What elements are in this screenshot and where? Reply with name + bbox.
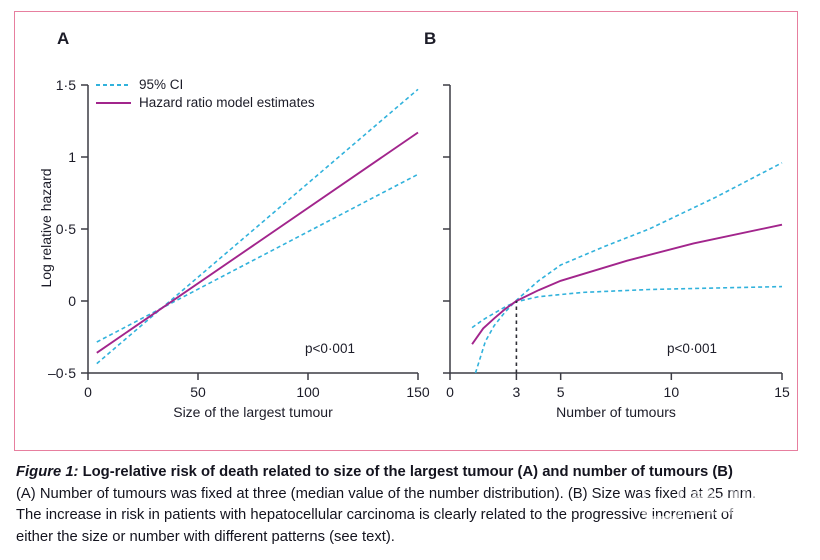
p-value-annotation-a: p<0·001 xyxy=(305,341,355,356)
panel-a-label: A xyxy=(57,29,70,48)
svg-text:0: 0 xyxy=(84,384,92,400)
caption-title-line: Figure 1: Log-relative risk of death rel… xyxy=(16,462,800,484)
caption-line-4: either the size or number with different… xyxy=(16,528,395,545)
svg-text:0: 0 xyxy=(446,384,454,400)
solid-line-swatch xyxy=(96,101,131,104)
legend-label-estimate: Hazard ratio model estimates xyxy=(139,95,315,110)
svg-text:1: 1 xyxy=(68,149,76,165)
svg-text:0·5: 0·5 xyxy=(56,221,76,237)
svg-text:3: 3 xyxy=(513,384,521,400)
svg-text:150: 150 xyxy=(406,384,430,400)
panel-b-label: B xyxy=(424,29,437,48)
figure-frame xyxy=(14,11,798,451)
legend-item-estimate: Hazard ratio model estimates xyxy=(96,95,315,110)
svg-text:10: 10 xyxy=(664,384,680,400)
figure-caption: Figure 1: Log-relative risk of death rel… xyxy=(16,462,800,548)
watermark-logo-icon: ⟨ xyxy=(642,480,682,520)
caption-line-3: The increase in risk in patients with he… xyxy=(16,507,734,524)
svg-text:5: 5 xyxy=(557,384,565,400)
svg-text:1·5: 1·5 xyxy=(56,77,76,93)
y-axis-title: Log relative hazard xyxy=(38,168,54,288)
caption-line-2: (A) Number of tumours was fixed at three… xyxy=(16,485,757,502)
x-axis-title-a: Size of the largest tumour xyxy=(173,404,333,420)
panel-a-plot: 0 50 100 150 1·5 1 0·5 0 –0·5 xyxy=(48,77,430,400)
caption-title-text: Log-relative risk of death related to si… xyxy=(78,464,733,480)
dashed-line-swatch xyxy=(96,83,131,86)
watermark-subtext: MEDIPHOTOGROUP xyxy=(692,522,802,532)
svg-text:15: 15 xyxy=(774,384,790,400)
watermark: ⟨ 美训会 MEDIPHOTOGROUP xyxy=(642,479,802,532)
x-axis-title-b: Number of tumours xyxy=(556,404,676,420)
svg-text:50: 50 xyxy=(190,384,206,400)
p-value-annotation-b: p<0·001 xyxy=(667,341,717,356)
watermark-text: 美训会 xyxy=(688,487,782,519)
figure-number-label: Figure 1: xyxy=(16,464,79,480)
legend: 95% CI Hazard ratio model estimates xyxy=(96,77,315,110)
legend-label-ci: 95% CI xyxy=(139,77,184,92)
chart-svg: 0 50 100 150 1·5 1 0·5 0 –0·5 0 3 5 10 15 xyxy=(48,77,790,400)
watermark-row: ⟨ 美训会 xyxy=(642,479,802,521)
svg-text:–0·5: –0·5 xyxy=(48,365,76,381)
legend-item-ci: 95% CI xyxy=(96,77,315,92)
svg-text:100: 100 xyxy=(296,384,320,400)
panel-b-plot: 0 3 5 10 15 xyxy=(443,84,790,400)
svg-text:0: 0 xyxy=(68,293,76,309)
